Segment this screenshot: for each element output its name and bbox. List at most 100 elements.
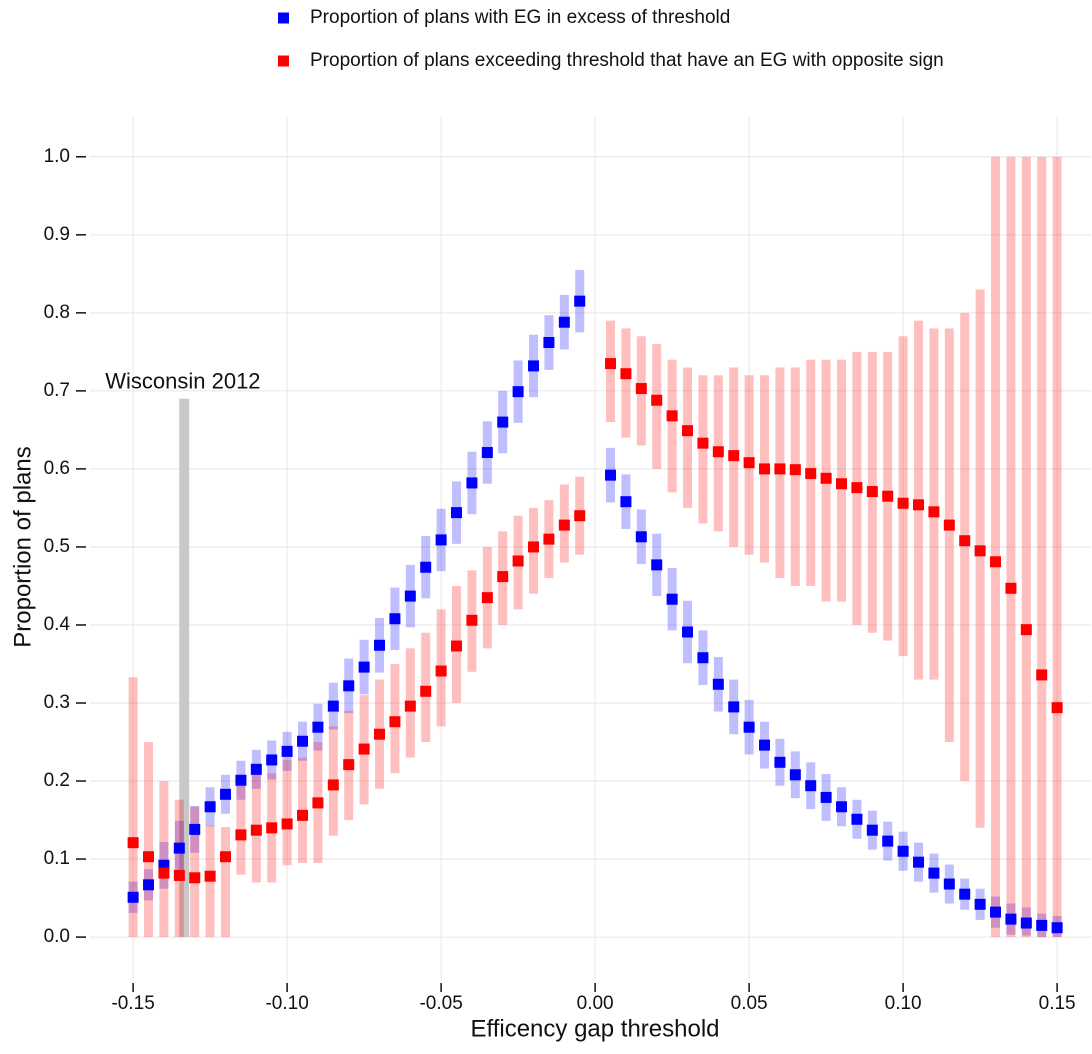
point (651, 394, 663, 406)
point (759, 463, 771, 475)
point (620, 368, 632, 380)
error-bar (944, 328, 954, 743)
point (189, 823, 201, 835)
point (481, 592, 493, 604)
point (666, 593, 678, 605)
error-bar (698, 375, 708, 524)
point (897, 845, 909, 857)
point (235, 829, 247, 841)
x-tick-label: -0.15 (111, 993, 154, 1014)
error-bar (652, 344, 662, 469)
point (204, 801, 216, 813)
y-tick-label: 0.1 (44, 848, 70, 869)
point (1036, 919, 1048, 931)
x-tick-label: -0.10 (265, 993, 308, 1014)
point (189, 872, 201, 884)
point (204, 870, 216, 882)
point (404, 700, 416, 712)
point (173, 842, 185, 854)
point (312, 721, 324, 733)
point (389, 716, 401, 728)
point (220, 788, 232, 800)
error-bar (991, 156, 1001, 938)
point (420, 561, 432, 573)
legend-swatch (278, 12, 289, 24)
point (666, 410, 678, 422)
point (250, 763, 262, 775)
point (173, 869, 185, 881)
point (913, 856, 925, 868)
point (374, 639, 386, 651)
point (728, 701, 740, 713)
y-tick-label: 0.7 (44, 380, 70, 401)
point (281, 818, 293, 830)
error-bar (1037, 156, 1047, 938)
point (327, 779, 339, 791)
point (466, 477, 478, 489)
point (574, 510, 586, 522)
point (851, 482, 863, 494)
point (836, 801, 848, 813)
point (866, 824, 878, 836)
x-tick-label: 0.10 (885, 993, 922, 1014)
error-bar (282, 759, 292, 866)
point (158, 859, 170, 871)
legend-swatch (278, 55, 289, 67)
point (297, 735, 309, 747)
point (866, 486, 878, 498)
point (943, 519, 955, 531)
legend-label: Proportion of plans exceeding threshold … (310, 50, 944, 71)
point (528, 541, 540, 553)
point (158, 867, 170, 879)
x-axis-title: Efficency gap threshold (470, 1015, 719, 1042)
point (743, 457, 755, 469)
point (266, 754, 278, 766)
point (974, 898, 986, 910)
point (959, 535, 971, 547)
point (1020, 917, 1032, 929)
point (497, 571, 509, 583)
y-tick-label: 0.9 (44, 224, 70, 245)
annotation-label: Wisconsin 2012 (105, 368, 260, 393)
point (1005, 582, 1017, 594)
point (143, 851, 155, 863)
error-bar (1021, 156, 1031, 938)
point (620, 496, 632, 508)
point (235, 774, 247, 786)
point (543, 337, 555, 349)
point (435, 534, 447, 546)
y-tick-label: 0.2 (44, 770, 70, 791)
error-bar (144, 742, 154, 938)
y-axis-title: Proportion of plans (9, 446, 36, 647)
point (712, 446, 724, 458)
legend-label: Proportion of plans with EG in excess of… (310, 7, 730, 28)
error-bar (898, 336, 908, 657)
point (343, 759, 355, 771)
annotation-band (179, 398, 190, 938)
point (759, 739, 771, 751)
point (497, 416, 509, 428)
point (143, 879, 155, 891)
point (358, 661, 370, 673)
point (266, 822, 278, 834)
point (990, 556, 1002, 568)
x-tick-label: 0.00 (577, 993, 614, 1014)
error-bar (975, 289, 985, 828)
point (805, 780, 817, 792)
point (605, 358, 617, 370)
point (805, 468, 817, 480)
point (127, 837, 139, 849)
error-bar (960, 312, 970, 782)
point (297, 809, 309, 821)
point (774, 756, 786, 768)
point (220, 851, 232, 863)
point (928, 867, 940, 879)
point (1051, 922, 1063, 934)
error-bar (174, 799, 184, 938)
point (358, 743, 370, 755)
x-tick-label: -0.05 (419, 993, 462, 1014)
point (435, 665, 447, 677)
point (250, 824, 262, 836)
point (882, 835, 894, 847)
point (789, 464, 801, 476)
